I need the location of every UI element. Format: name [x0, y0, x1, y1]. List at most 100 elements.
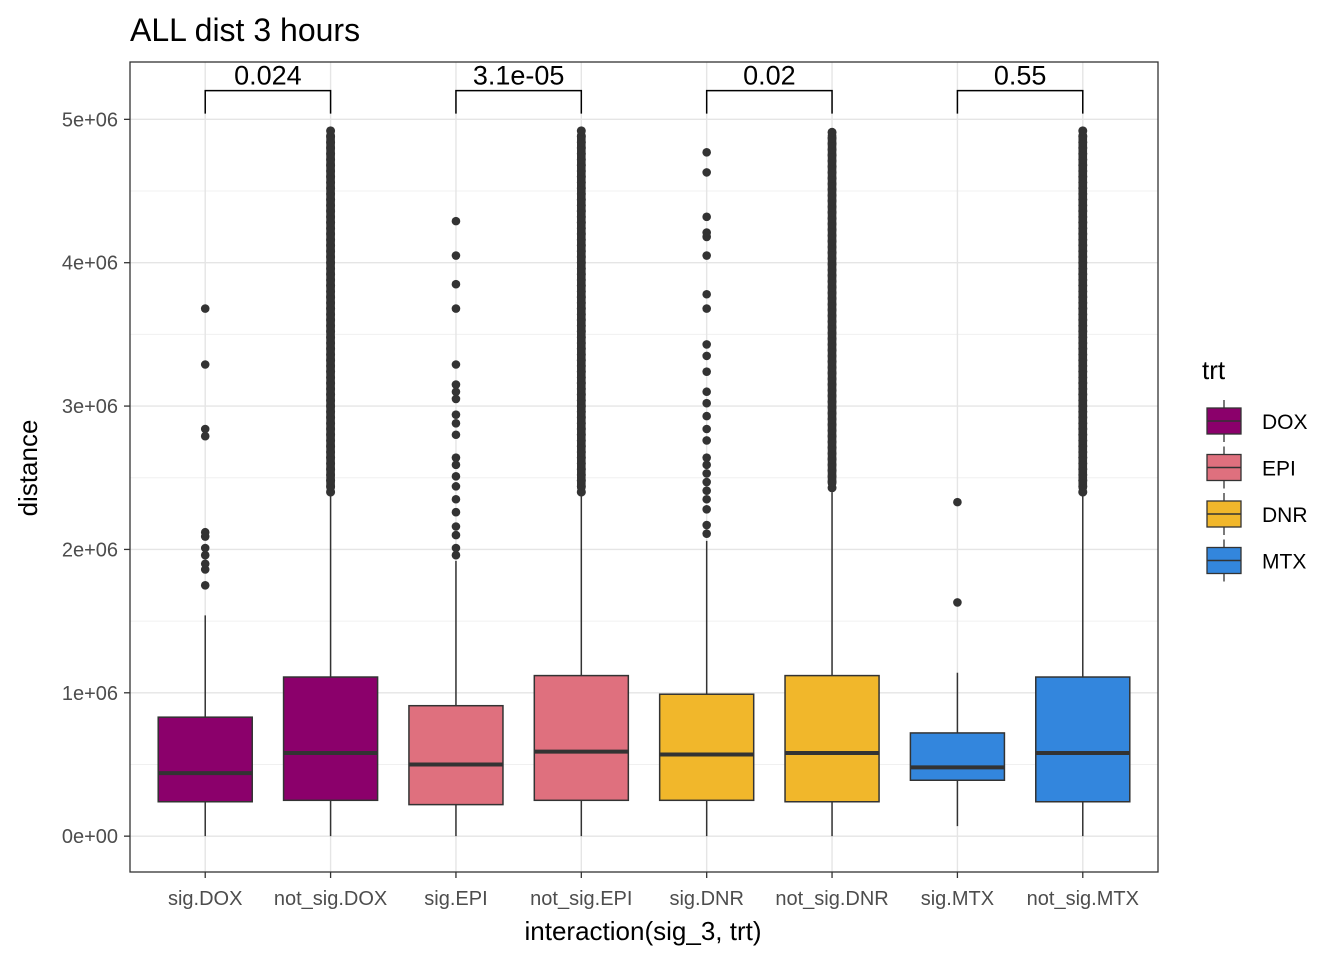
legend-item-dnr: DNR: [1206, 493, 1308, 535]
outlier-point: [576, 126, 586, 136]
y-tick-label: 1e+06: [62, 683, 118, 705]
legend-title: trt: [1202, 355, 1226, 385]
outlier-point: [702, 424, 711, 434]
outlier-point: [702, 387, 711, 397]
legend-item-mtx: MTX: [1206, 539, 1306, 582]
p-value-label: 0.024: [234, 61, 302, 91]
box-not_sig.DOX: [282, 126, 379, 837]
outlier-point: [451, 216, 461, 226]
outlier-point: [702, 529, 711, 538]
x-tick-label: sig.EPI: [424, 888, 487, 910]
outlier-point: [451, 394, 461, 404]
x-tick-label: sig.DNR: [669, 888, 743, 910]
p-value-label: 0.02: [743, 61, 796, 91]
comparison-bracket: [455, 89, 583, 114]
outlier-point: [451, 279, 461, 289]
comparison-sig.MTX-not_sig.MTX: 0.55: [956, 61, 1084, 114]
outlier-point: [200, 304, 210, 313]
comparison-sig.DOX-not_sig.DOX: 0.024: [204, 61, 332, 114]
outlier-point: [451, 460, 461, 470]
outlier-point: [326, 126, 336, 136]
comparison-bracket: [956, 89, 1084, 114]
outlier-point: [702, 367, 711, 376]
legend-label: DOX: [1262, 411, 1308, 434]
outlier-point: [702, 289, 711, 299]
outlier-point: [200, 550, 210, 560]
y-tick-label: 4e+06: [62, 253, 118, 275]
outlier-point: [200, 360, 210, 369]
box-not_sig.MTX: [1035, 126, 1131, 837]
box-body: [784, 674, 880, 803]
outlier-point: [451, 507, 461, 517]
outlier-point: [702, 351, 711, 361]
outlier-point: [451, 550, 461, 560]
chart-title: ALL dist 3 hours: [130, 12, 360, 48]
outlier-point: [702, 486, 711, 495]
p-value-label: 3.1e-05: [473, 61, 565, 91]
x-tick-label: not_sig.EPI: [530, 888, 632, 910]
outlier-point: [451, 530, 461, 540]
x-tick-label: not_sig.DNR: [775, 888, 888, 910]
outlier-point: [1078, 126, 1088, 136]
box-not_sig.DNR: [784, 127, 880, 837]
y-axis-title: distance: [13, 420, 43, 517]
box-sig.DNR: [658, 148, 755, 837]
legend: trt DOX EPI DNR MTX: [1202, 355, 1308, 582]
outlier-point: [953, 598, 962, 607]
legend-label: DNR: [1262, 504, 1308, 527]
outlier-point: [451, 543, 461, 553]
panel-border: [129, 61, 1159, 873]
outlier-point: [702, 251, 711, 260]
comparison-bracket: [705, 89, 833, 114]
outlier-point: [200, 424, 210, 434]
box-sig.MTX: [909, 497, 1006, 827]
legend-item-dox: DOX: [1206, 400, 1308, 442]
y-axis: 0e+00 1e+06 2e+06 3e+06 4e+06 5e+06: [62, 109, 130, 848]
x-tick-label: not_sig.MTX: [1027, 888, 1139, 910]
outlier-point: [702, 304, 711, 313]
outlier-point: [702, 453, 711, 462]
box-sig.DOX: [157, 304, 253, 837]
outlier-point: [702, 398, 711, 408]
outlier-point: [702, 436, 711, 445]
outlier-point: [451, 418, 461, 428]
legend-item-epi: EPI: [1206, 446, 1296, 489]
outlier-point: [451, 251, 461, 260]
outlier-point: [451, 304, 461, 313]
x-axis: sig.DOX not_sig.DOX sig.EPI not_sig.EPI sig.…: [168, 872, 1139, 910]
box-body: [408, 704, 504, 806]
outlier-point: [200, 580, 210, 590]
y-tick-label: 2e+06: [62, 539, 118, 561]
x-tick-label: sig.DOX: [168, 888, 242, 910]
outlier-point: [200, 559, 210, 569]
outlier-point: [451, 387, 461, 397]
y-tick-label: 3e+06: [62, 396, 118, 418]
outlier-point: [702, 411, 711, 421]
box-sig.EPI: [408, 216, 504, 837]
y-tick-label: 5e+06: [62, 109, 118, 131]
outlier-point: [702, 477, 711, 487]
box-not_sig.EPI: [533, 126, 630, 837]
p-value-label: 0.55: [994, 61, 1047, 91]
outlier-point: [200, 527, 210, 537]
box-body: [909, 732, 1006, 781]
outlier-point: [702, 148, 711, 157]
plot-area: 0.024 3.1e-05 0.02 0.55: [157, 61, 1131, 837]
outlier-point: [702, 460, 711, 470]
box-body: [658, 693, 755, 802]
box-body: [282, 676, 379, 802]
outlier-point: [451, 494, 461, 504]
outlier-point: [451, 360, 461, 369]
outlier-point: [702, 469, 711, 478]
comparison-sig.EPI-not_sig.EPI: 3.1e-05: [455, 61, 583, 114]
y-tick-label: 0e+00: [62, 826, 118, 848]
outlier-point: [451, 482, 461, 491]
outlier-point: [702, 168, 711, 177]
outlier-point: [200, 431, 210, 441]
outlier-point: [451, 453, 461, 462]
outlier-point: [451, 522, 461, 531]
box-body: [533, 674, 630, 802]
outlier-point: [702, 212, 711, 222]
outlier-point: [827, 127, 837, 137]
